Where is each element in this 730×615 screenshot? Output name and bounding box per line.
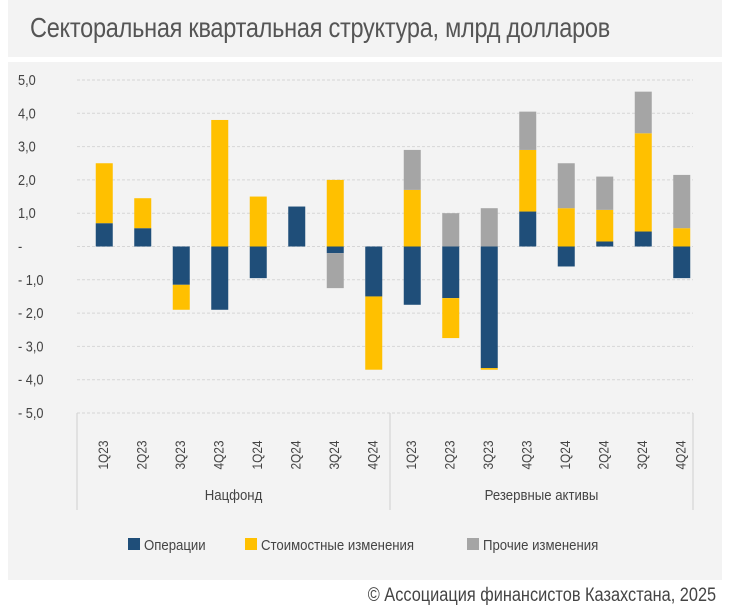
bar-segment-valuation (249, 196, 267, 247)
legend-swatch (128, 538, 140, 550)
bar-segment-operations (519, 211, 537, 247)
bar-segment-other (480, 208, 498, 247)
bar-segment-operations (634, 231, 652, 247)
x-tick-label: 4Q23 (211, 440, 227, 469)
x-tick-label: 2Q24 (288, 440, 304, 469)
bar-segment-valuation (172, 284, 190, 310)
bar-segment-other (673, 174, 691, 229)
bar-segment-operations (596, 241, 614, 247)
bar-segment-valuation (326, 179, 344, 247)
x-tick-label: 4Q23 (519, 440, 535, 469)
legend-label: Стоимостные изменения (261, 536, 414, 553)
bar-segment-valuation (673, 228, 691, 247)
plot-area (8, 62, 722, 580)
x-tick-label: 2Q23 (442, 440, 458, 469)
bar-segment-operations (557, 246, 575, 267)
x-tick-label: 2Q24 (596, 440, 612, 469)
bar-segment-operations (480, 246, 498, 369)
bar-segment-valuation (557, 208, 575, 247)
y-tick-label: - 1,0 (18, 271, 44, 288)
x-tick-label: 3Q23 (172, 440, 188, 469)
legend-swatch (467, 538, 479, 550)
bar-segment-other (596, 176, 614, 210)
bar-segment-operations (134, 228, 152, 247)
y-tick-label: 2,0 (18, 171, 36, 188)
copyright: © Ассоциация финансистов Казахстана, 202… (367, 585, 716, 606)
bar-segment-operations (211, 246, 229, 310)
bar-segment-operations (442, 246, 460, 299)
x-tick-label: 1Q24 (557, 440, 573, 469)
y-tick-label: 5,0 (18, 71, 36, 88)
x-tick-label: 2Q23 (134, 440, 150, 469)
y-tick-label: - 2,0 (18, 304, 44, 321)
y-tick-label: - 3,0 (18, 337, 44, 354)
bar-segment-operations (326, 246, 344, 254)
group-label: Резервные активы (485, 486, 599, 503)
bar-segment-operations (95, 223, 113, 247)
bar-segment-valuation (519, 149, 537, 212)
y-tick-label: 3,0 (18, 138, 36, 155)
chart-title: Секторальная квартальная структура, млрд… (30, 12, 611, 43)
bar-segment-operations (403, 246, 421, 305)
legend-label: Операции (144, 536, 206, 553)
bar-segment-operations (673, 246, 691, 279)
bar-segment-valuation (480, 368, 498, 370)
bar-segment-valuation (634, 133, 652, 232)
x-tick-label: 3Q24 (326, 440, 342, 469)
legend-swatch (245, 538, 257, 550)
bar-segment-valuation (211, 119, 229, 247)
x-tick-label: 4Q24 (673, 440, 689, 469)
bar-segment-other (557, 163, 575, 209)
bar-segment-operations (249, 246, 267, 279)
bar-segment-valuation (134, 198, 152, 229)
bar-segment-other (403, 149, 421, 190)
bar-segment-valuation (596, 209, 614, 242)
legend-label: Прочие изменения (483, 536, 598, 553)
bar-segment-valuation (403, 189, 421, 247)
bar-segment-other (519, 111, 537, 150)
y-tick-label: 1,0 (18, 204, 36, 221)
bar-segment-operations (365, 246, 383, 297)
bar-segment-other (442, 213, 460, 247)
x-tick-label: 1Q23 (95, 440, 111, 469)
bar-segment-other (634, 91, 652, 134)
y-tick-label: 4,0 (18, 104, 36, 121)
x-tick-label: 1Q24 (249, 440, 265, 469)
y-tick-label: - 4,0 (18, 371, 44, 388)
bar-segment-other (326, 253, 344, 289)
bar-segment-operations (172, 246, 190, 285)
bar-segment-operations (288, 206, 306, 247)
y-tick-label: - 5,0 (18, 404, 44, 421)
title-bar: Секторальная квартальная структура, млрд… (8, 0, 722, 57)
y-tick-label: - (18, 237, 23, 254)
x-tick-label: 3Q23 (480, 440, 496, 469)
x-tick-label: 4Q24 (365, 440, 381, 469)
bar-segment-valuation (365, 296, 383, 370)
x-tick-label: 3Q24 (634, 440, 650, 469)
bar-segment-valuation (442, 298, 460, 339)
x-tick-label: 1Q23 (403, 440, 419, 469)
bar-segment-valuation (95, 163, 113, 224)
group-label: Нацфонд (205, 486, 263, 503)
